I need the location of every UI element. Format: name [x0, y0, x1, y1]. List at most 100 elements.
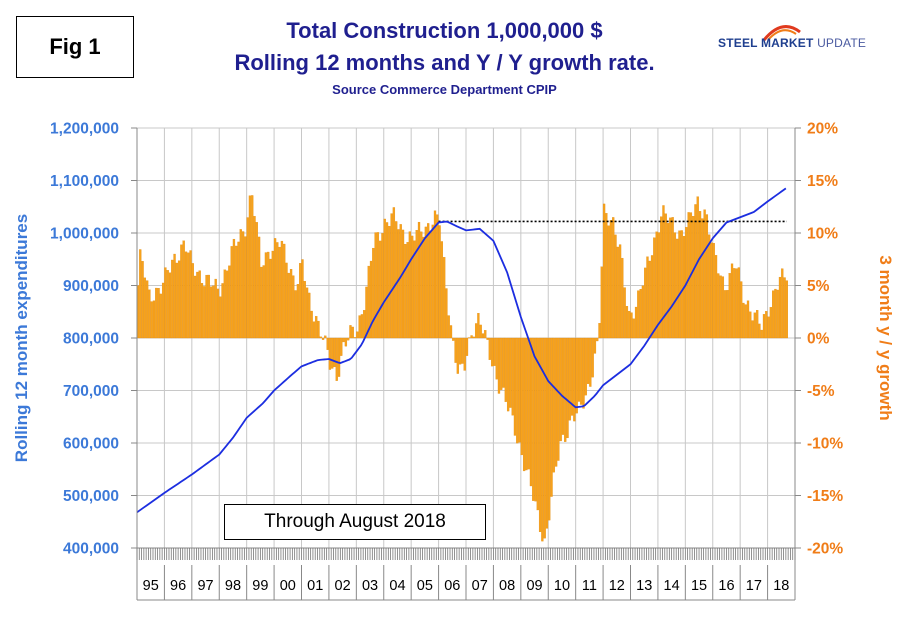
- growth-bar: [303, 281, 306, 339]
- growth-bar: [141, 261, 144, 339]
- growth-bar: [283, 243, 286, 339]
- growth-bar: [184, 251, 188, 339]
- growth-bar: [778, 276, 782, 339]
- growth-bar: [454, 337, 457, 363]
- growth-bar: [383, 218, 386, 339]
- growth-bar: [646, 256, 649, 339]
- growth-bar: [347, 337, 350, 341]
- growth-bar: [660, 216, 663, 339]
- growth-bar: [495, 337, 498, 380]
- growth-bar: [319, 336, 322, 339]
- growth-bar: [152, 300, 156, 339]
- growth-bar: [726, 290, 729, 339]
- right-tick-label: 0%: [807, 331, 830, 348]
- growth-bar: [694, 204, 697, 339]
- growth-bar: [456, 337, 459, 374]
- x-tick-label: 02: [335, 578, 351, 594]
- growth-bar: [349, 325, 352, 339]
- growth-bar: [351, 326, 354, 339]
- growth-bar: [248, 195, 252, 339]
- growth-bar: [641, 285, 645, 339]
- growth-bar: [618, 244, 622, 339]
- growth-bar: [139, 249, 142, 339]
- growth-bar: [209, 286, 213, 339]
- growth-bar: [157, 288, 160, 339]
- growth-bar: [769, 307, 773, 339]
- growth-bar: [207, 274, 210, 339]
- growth-bar: [634, 306, 638, 339]
- growth-bar: [193, 275, 197, 339]
- growth-bar: [461, 337, 464, 364]
- growth-bar: [216, 288, 220, 339]
- growth-bar: [374, 232, 377, 339]
- growth-bar: [189, 250, 192, 339]
- growth-bar: [401, 229, 405, 339]
- right-axis-label: 3 month y / y growth: [876, 255, 895, 420]
- growth-bar: [415, 230, 418, 339]
- growth-bar: [785, 280, 788, 339]
- growth-bar: [177, 260, 181, 339]
- growth-bar: [504, 337, 507, 402]
- growth-bar: [289, 269, 293, 339]
- left-tick-label: 1,100,000: [50, 173, 119, 190]
- growth-bar: [237, 241, 240, 339]
- growth-bar: [449, 325, 453, 339]
- growth-bar: [586, 337, 590, 384]
- growth-bar: [443, 257, 446, 339]
- growth-bar: [673, 232, 677, 339]
- growth-bar: [228, 265, 231, 339]
- growth-bar: [477, 313, 480, 339]
- growth-bar: [296, 284, 300, 339]
- growth-bar: [543, 337, 546, 539]
- growth-bar: [488, 337, 491, 360]
- growth-bar: [783, 277, 786, 339]
- growth-bar: [479, 324, 482, 339]
- growth-bar: [648, 260, 651, 339]
- growth-bar: [200, 283, 204, 339]
- growth-bar: [525, 337, 528, 471]
- growth-bar: [161, 282, 165, 339]
- growth-bar: [417, 221, 421, 339]
- growth-bar: [653, 237, 656, 339]
- growth-bar: [669, 217, 672, 339]
- x-tick-label: 06: [444, 578, 460, 594]
- growth-bar: [774, 288, 777, 339]
- growth-bar: [772, 290, 775, 339]
- growth-bar: [632, 318, 635, 339]
- date-note: Through August 2018: [224, 504, 486, 540]
- x-axis-ticks: 95 96 97 98 99 00 01 02 03 04 05 06 07 08 09 10 11 12 13 14…: [143, 578, 790, 594]
- growth-bar: [575, 337, 578, 414]
- growth-bar: [714, 255, 718, 339]
- growth-bar: [285, 262, 288, 339]
- growth-bar: [664, 213, 667, 339]
- x-tick-label: 99: [252, 578, 268, 594]
- growth-bars: [136, 195, 788, 542]
- growth-bar: [438, 225, 441, 339]
- growth-bar: [413, 240, 416, 339]
- growth-bar: [203, 286, 206, 339]
- growth-bar: [321, 337, 325, 340]
- left-axis-ticks: 400,000 500,000 600,000 700,000 800,000 900,0…: [50, 121, 137, 558]
- right-tick-label: 10%: [807, 226, 838, 243]
- growth-bar: [255, 222, 258, 339]
- left-tick-label: 600,000: [63, 436, 119, 453]
- chart-title-line1: Total Construction 1,000,000 $: [286, 18, 603, 43]
- growth-bar: [143, 277, 146, 339]
- growth-bar: [260, 266, 263, 339]
- right-axis-ticks: -20% -15% -10% -5% 0% 5% 10% 15% 20%: [795, 121, 843, 558]
- growth-bar: [150, 301, 153, 339]
- growth-bar: [600, 266, 603, 339]
- growth-bar: [315, 316, 318, 339]
- growth-bar: [509, 337, 512, 408]
- growth-bar: [379, 240, 382, 339]
- growth-bar: [180, 244, 183, 339]
- growth-bar: [235, 245, 238, 339]
- left-tick-label: 700,000: [63, 383, 119, 400]
- growth-bar: [385, 222, 389, 339]
- growth-bar: [422, 236, 425, 339]
- growth-bar: [367, 265, 370, 339]
- growth-bar: [554, 337, 558, 467]
- growth-bar: [735, 268, 738, 339]
- right-tick-label: -20%: [807, 541, 843, 558]
